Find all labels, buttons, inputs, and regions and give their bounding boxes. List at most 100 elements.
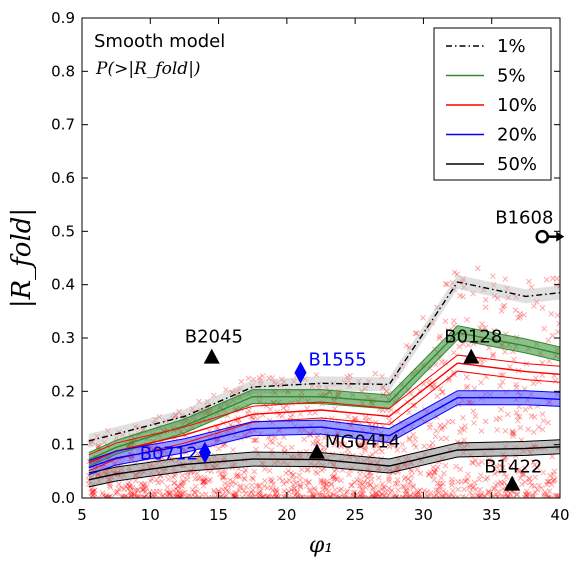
scatter-point: [429, 319, 436, 326]
scatter-point: [407, 478, 414, 484]
scatter-point: [225, 489, 232, 495]
scatter-point: [405, 494, 412, 498]
scatter-point: [289, 411, 296, 418]
scatter-point: [515, 315, 521, 321]
scatter-point: [445, 377, 452, 383]
scatter-point: [425, 471, 432, 477]
scatter-point: [490, 273, 496, 280]
scatter-point: [540, 469, 547, 476]
scatter-point: [544, 481, 550, 488]
lens-marker-triangle: [308, 443, 325, 459]
scatter-point: [376, 446, 383, 452]
scatter-point: [347, 372, 353, 379]
scatter-point: [219, 475, 226, 481]
scatter-point: [517, 413, 523, 420]
scatter-point: [436, 335, 443, 342]
scatter-point: [501, 470, 508, 477]
scatter-point: [301, 436, 307, 443]
scatter-point: [230, 491, 236, 498]
scatter-point: [472, 413, 479, 419]
scatter-point: [227, 477, 233, 484]
scatter-point: [101, 439, 107, 446]
scatter-point: [261, 478, 268, 484]
scatter-point: [408, 468, 415, 474]
scatter-point: [548, 481, 555, 488]
scatter-point: [427, 490, 434, 496]
scatter-point: [291, 378, 297, 385]
x-axis-title: φ₁: [309, 533, 333, 558]
scatter-point: [545, 494, 552, 498]
scatter-point: [312, 469, 319, 475]
scatter-point: [394, 447, 401, 453]
x-tick-label: 30: [414, 506, 433, 524]
scatter-point: [210, 392, 217, 399]
scatter-point: [451, 269, 458, 276]
scatter-point: [337, 440, 344, 447]
y-tick-label: 0.4: [51, 276, 75, 294]
scatter-point: [431, 477, 437, 483]
scatter-point: [99, 490, 106, 496]
scatter-point: [437, 480, 443, 487]
scatter-point: [285, 467, 292, 474]
scatter-point: [404, 490, 410, 497]
scatter-point: [367, 481, 373, 488]
scatter-point: [103, 492, 110, 498]
scatter-point: [151, 493, 158, 498]
scatter-point: [173, 486, 180, 493]
scatter-point: [471, 420, 477, 426]
scatter-point: [89, 489, 95, 496]
scatter-point: [435, 487, 442, 493]
scatter-point: [274, 489, 281, 495]
scatter-point: [166, 490, 173, 497]
scatter-point: [528, 284, 535, 290]
scatter-point: [358, 486, 364, 493]
scatter-point: [410, 483, 416, 489]
scatter-point: [406, 435, 413, 441]
scatter-point: [482, 492, 488, 498]
scatter-point: [392, 480, 399, 487]
scatter-point: [128, 492, 134, 498]
band-edge-lower: [88, 453, 560, 488]
scatter-point: [237, 484, 244, 491]
scatter-point: [437, 483, 444, 489]
y-axis-title: |R_fold|: [7, 208, 37, 308]
scatter-point: [521, 494, 528, 498]
scatter-point: [243, 483, 250, 490]
scatter-point: [515, 469, 522, 475]
scatter-point: [522, 465, 528, 472]
scatter-point: [257, 488, 264, 494]
scatter-point: [90, 489, 97, 496]
scatter-point: [504, 285, 510, 292]
scatter-point: [458, 478, 465, 485]
scatter-point: [273, 486, 279, 493]
scatter-point: [546, 488, 553, 494]
scatter-point: [306, 479, 312, 486]
scatter-point: [256, 483, 263, 490]
scatter-point: [497, 383, 504, 389]
scatter-point: [414, 494, 421, 498]
scatter-point: [114, 489, 121, 495]
scatter-point: [233, 473, 239, 479]
scatter-point: [437, 422, 444, 429]
scatter-point: [399, 441, 406, 448]
scatter-point: [336, 494, 343, 498]
scatter-point: [413, 444, 419, 450]
scatter-point: [534, 486, 541, 493]
scatter-point: [323, 487, 329, 493]
scatter-point: [338, 477, 344, 484]
scatter-point: [327, 494, 333, 498]
scatter-point: [252, 437, 258, 444]
scatter-point: [171, 480, 177, 486]
y-tick-label: 0.2: [51, 382, 75, 400]
scatter-point: [438, 475, 445, 481]
scatter-point: [527, 479, 533, 486]
scatter-point: [310, 493, 316, 498]
scatter-point: [446, 375, 453, 382]
scatter-point: [314, 470, 321, 477]
scatter-point: [519, 481, 525, 488]
scatter-point: [442, 462, 449, 469]
legend-label: 10%: [497, 95, 537, 116]
scatter-point: [524, 492, 531, 498]
scatter-point: [449, 487, 456, 494]
scatter-point: [273, 488, 279, 494]
